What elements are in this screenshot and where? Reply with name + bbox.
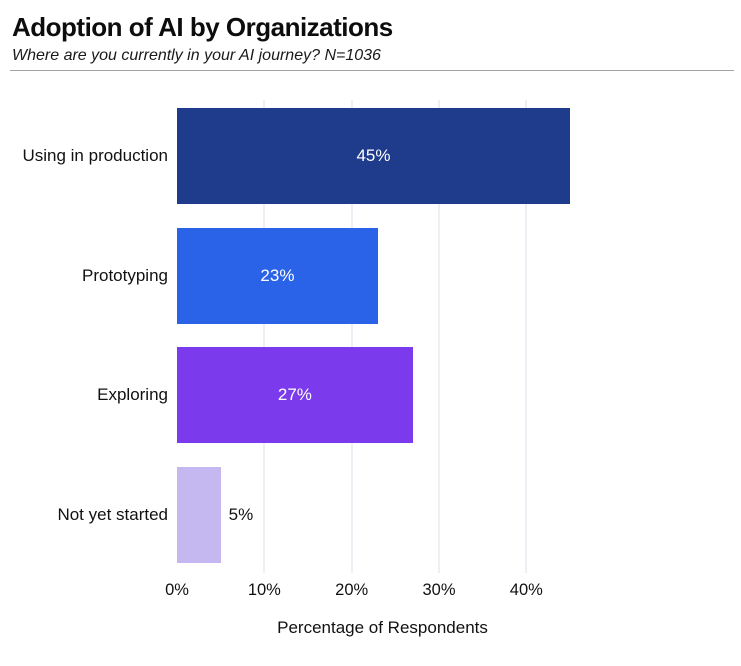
x-tick-label: 40%: [509, 581, 543, 599]
category-label: Exploring: [97, 385, 168, 405]
bar-exploring: 27%: [177, 347, 413, 444]
category-label: Not yet started: [57, 505, 168, 525]
gridline-20: [350, 100, 353, 573]
gridline-40: [525, 100, 528, 573]
bar-using-in-production: 45%: [177, 108, 570, 204]
bar-value-label: 5%: [228, 505, 254, 525]
bar-value-label: 23%: [260, 265, 295, 285]
x-tick-label: 20%: [335, 581, 369, 599]
x-tick-label: 0%: [165, 581, 189, 599]
category-label: Prototyping: [82, 265, 168, 285]
x-axis-label: Percentage of Respondents: [277, 618, 488, 637]
bar-value-label: 27%: [277, 385, 312, 405]
category-label: Using in production: [22, 146, 168, 165]
category-axis: Using in production Prototyping Exploring N…: [0, 100, 168, 573]
plot-area: 0% 10% 20% 30% 40% 45% 23% 27% 5%: [165, 100, 741, 599]
x-tick-label: 10%: [247, 581, 281, 599]
gridline-30: [437, 100, 440, 573]
x-tick-label: 30%: [422, 581, 456, 599]
bar-value-label: 45%: [356, 146, 391, 165]
divider: [10, 70, 734, 71]
bar-prototyping: 23%: [177, 227, 378, 324]
chart-subtitle: Where are you currently in your AI journ…: [12, 47, 381, 64]
gridline-10: [263, 100, 266, 573]
bar-not-yet-started: [177, 467, 221, 564]
chart-title: Adoption of AI by Organizations: [12, 12, 393, 42]
